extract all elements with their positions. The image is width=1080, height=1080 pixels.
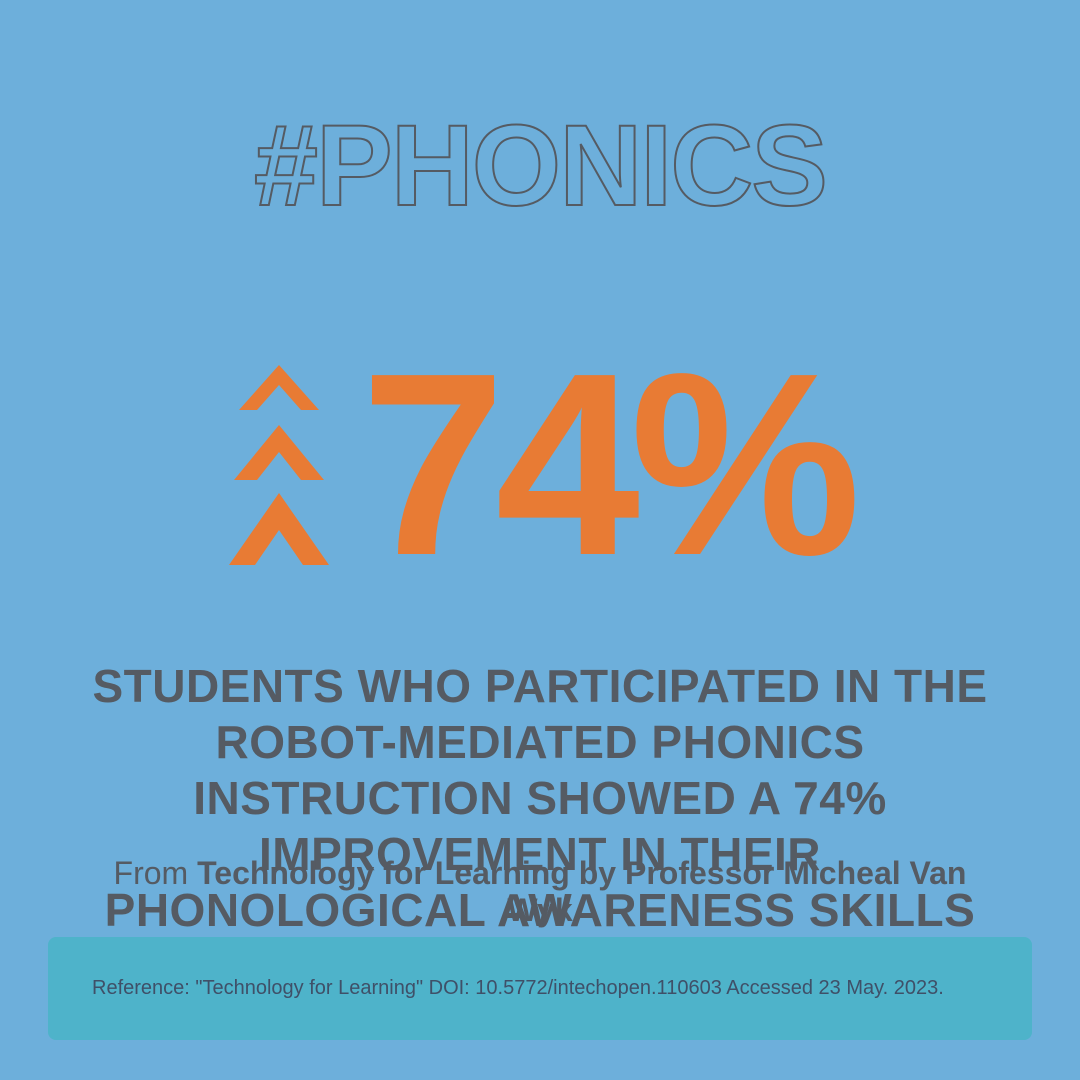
reference-text: Reference: "Technology for Learning" DOI… <box>92 977 944 999</box>
stat-block: 74% <box>0 335 1080 595</box>
hashtag-title: #PHONICS <box>0 100 1080 232</box>
reference-box: Reference: "Technology for Learning" DOI… <box>48 937 1032 1040</box>
source-title: Technology for Learning by Professor Mic… <box>197 855 966 928</box>
up-chevrons-icon <box>229 365 329 565</box>
stat-value: 74% <box>361 335 851 595</box>
source-prefix: From <box>114 855 198 891</box>
source-line: From Technology for Learning by Professo… <box>90 855 990 929</box>
